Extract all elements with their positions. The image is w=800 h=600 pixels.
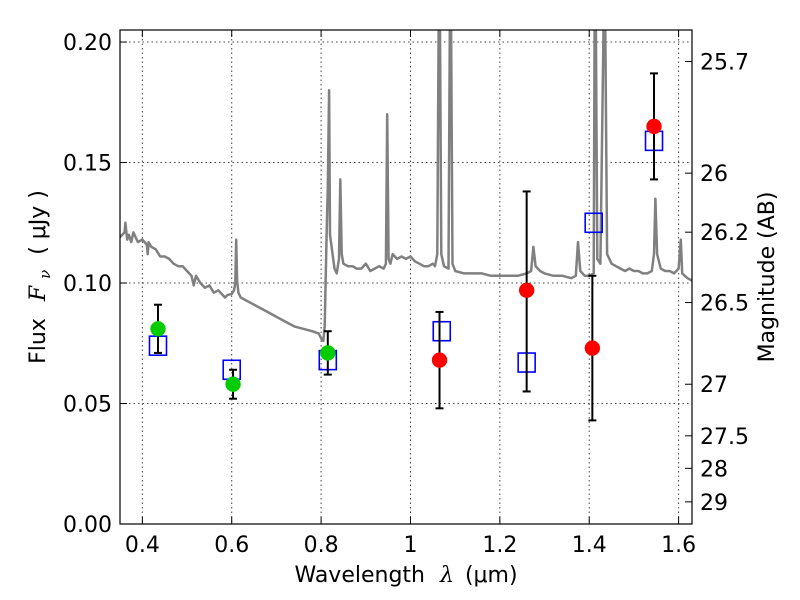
- observed-point: [150, 321, 166, 337]
- observed-point: [584, 340, 601, 356]
- observed-point: [646, 118, 662, 135]
- plot-frame: [119, 29, 693, 525]
- observed-point: [518, 282, 535, 299]
- x-tick-label: 1.4: [572, 533, 607, 558]
- spectrum-line: [120, 30, 692, 343]
- y-axis-label-prefix: Flux: [26, 318, 51, 364]
- y-tick-label: 0.10: [63, 272, 112, 297]
- y2-tick-label: 27: [700, 373, 728, 398]
- y-tick-label: 0.05: [63, 393, 112, 418]
- x-tick-label: 0.6: [214, 533, 249, 558]
- y-axis-label-symbol: F: [26, 285, 51, 302]
- x-tick-label: 0.8: [304, 533, 339, 558]
- x-tick-label: 1.2: [482, 533, 517, 558]
- x-axis-label-unit: (μm): [465, 563, 518, 588]
- y-tick-label: 0.20: [63, 31, 112, 56]
- y-axis-label-unit: ( μJy ): [26, 190, 51, 255]
- y2-tick-label: 26: [700, 162, 728, 187]
- plot-area: [120, 30, 692, 422]
- observed-point: [431, 352, 448, 368]
- y2-tick-label: 27.5: [700, 425, 749, 450]
- y2-tick-label: 26.5: [700, 292, 749, 317]
- x-tick-label: 1: [403, 533, 417, 558]
- y-axis-label: Flux F ν ( μJy ): [26, 190, 56, 364]
- x-tick-label: 0.4: [125, 533, 160, 558]
- y2-tick-label: 26.2: [700, 221, 749, 246]
- observed-point: [225, 376, 241, 392]
- y2-tick-label: 29: [700, 491, 728, 516]
- y-axis-label-subscript: ν: [36, 270, 54, 279]
- x-axis-label-prefix: Wavelength: [294, 563, 425, 588]
- x-axis-label-symbol: λ: [439, 563, 454, 588]
- model-point: [432, 320, 452, 342]
- y2-tick-label: 25.7: [700, 51, 749, 76]
- x-tick-label: 1.6: [661, 533, 696, 558]
- axis-ticks: 0.4 0.6 0.8 1 1.2 1.4 1.6 0.00 0.05 0.10 0.15 0.20 2…: [63, 30, 749, 558]
- x-axis-label: Wavelength λ (μm): [294, 563, 517, 588]
- y-tick-label: 0.00: [63, 513, 112, 538]
- observed-point: [320, 345, 336, 361]
- y-tick-label: 0.15: [63, 152, 112, 177]
- model-point: [584, 212, 603, 234]
- y2-tick-label: 28: [700, 457, 728, 482]
- y2-axis-label: Magnitude (AB): [755, 192, 780, 363]
